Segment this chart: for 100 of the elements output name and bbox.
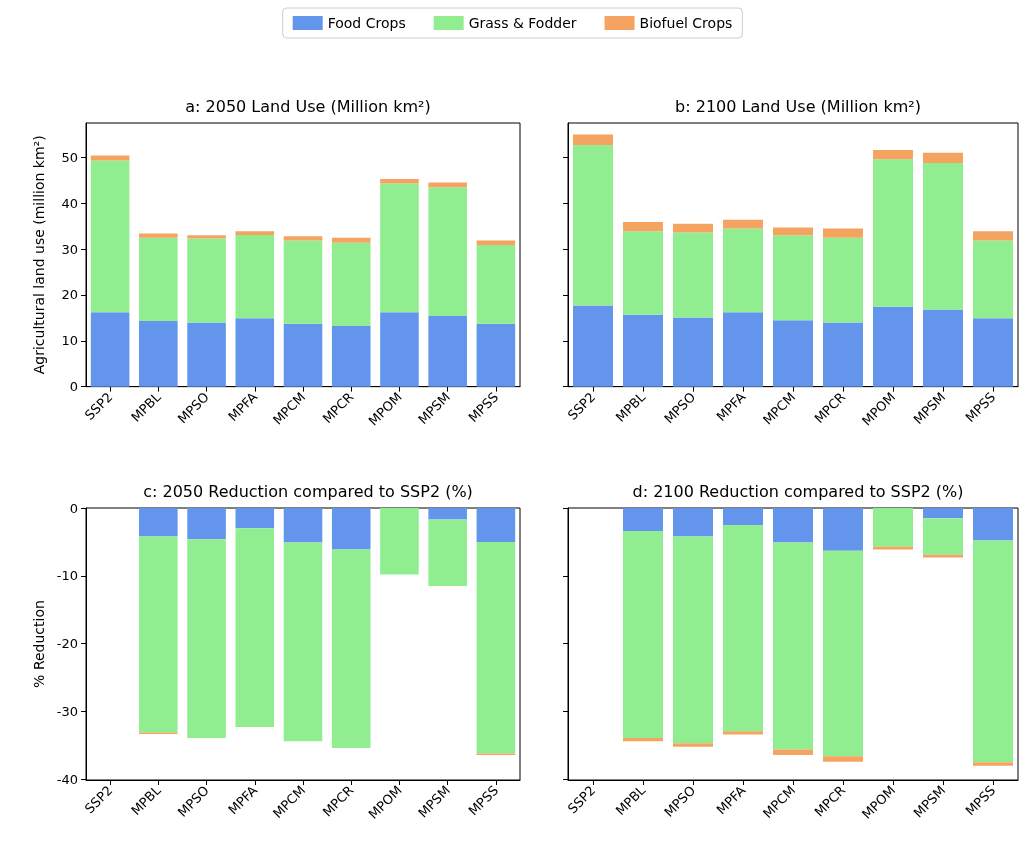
bar	[773, 235, 813, 321]
bar	[476, 541, 516, 754]
bar	[673, 743, 713, 747]
bar	[235, 318, 275, 387]
legend-label: Grass & Fodder	[468, 15, 577, 31]
bar	[187, 238, 226, 323]
bar	[673, 317, 713, 387]
bar	[139, 508, 178, 537]
bar	[773, 320, 813, 387]
bar	[90, 155, 130, 161]
y-tick-label: 0	[69, 500, 78, 516]
bar	[723, 219, 763, 229]
bar	[823, 508, 863, 551]
bar	[90, 160, 130, 313]
bar	[773, 508, 813, 543]
bar	[623, 231, 663, 315]
bar	[773, 749, 813, 755]
bar	[283, 542, 323, 742]
bar	[723, 731, 763, 735]
bar	[973, 540, 1013, 763]
y-tick-label: 40	[61, 195, 78, 211]
bar	[283, 508, 323, 543]
bar	[139, 237, 178, 322]
bar	[235, 528, 275, 728]
bar	[923, 309, 963, 387]
bar	[428, 508, 467, 520]
y-tick-label: -10	[56, 568, 78, 584]
bar	[331, 549, 371, 749]
y-tick-label: -20	[56, 636, 78, 652]
bar	[90, 312, 130, 387]
y-tick-label: 50	[61, 149, 78, 165]
legend-label: Food Crops	[327, 15, 406, 31]
bar	[380, 183, 419, 313]
bar	[428, 316, 467, 387]
bar	[973, 762, 1013, 766]
bar	[331, 242, 371, 327]
y-axis-title: % Reduction	[30, 600, 47, 688]
bar	[331, 508, 371, 550]
bar	[623, 531, 663, 738]
bar	[873, 306, 913, 387]
bar	[673, 223, 713, 233]
y-axis-title: Agricultural land use (million km²)	[31, 135, 47, 375]
bar	[723, 312, 763, 387]
bar	[573, 134, 613, 146]
bar	[973, 508, 1013, 541]
bar	[623, 314, 663, 387]
bar	[673, 536, 713, 744]
bar	[923, 554, 963, 558]
bar	[873, 150, 913, 160]
bar	[331, 326, 371, 387]
chart-title: b: 2100 Land Use (Million km²)	[675, 96, 921, 116]
bar	[235, 234, 275, 319]
bar	[823, 322, 863, 387]
bar	[187, 235, 226, 239]
y-tick-label: 20	[61, 287, 78, 303]
bar	[139, 536, 178, 733]
bar	[476, 508, 516, 542]
bar	[873, 159, 913, 307]
bar	[380, 312, 419, 387]
bar	[428, 519, 467, 587]
bar	[623, 222, 663, 232]
bar	[973, 318, 1013, 387]
bar	[187, 322, 226, 387]
bar	[823, 228, 863, 238]
y-tick-label: -30	[56, 703, 78, 719]
bar	[723, 508, 763, 525]
chart-title: c: 2050 Reduction compared to SSP2 (%)	[143, 481, 473, 501]
bar	[973, 231, 1013, 241]
bar	[573, 145, 613, 306]
bar	[923, 518, 963, 555]
bar	[235, 231, 275, 235]
bar	[673, 508, 713, 537]
bar	[773, 542, 813, 750]
bar	[873, 508, 913, 547]
bar	[673, 232, 713, 318]
chart-title: a: 2050 Land Use (Million km²)	[185, 96, 431, 116]
bar	[923, 152, 963, 163]
bar	[283, 323, 323, 387]
bar	[331, 237, 371, 243]
y-tick-label: -40	[56, 771, 78, 787]
bar	[923, 508, 963, 519]
legend-label: Biofuel Crops	[639, 15, 733, 31]
bar	[235, 508, 275, 529]
bar	[723, 228, 763, 313]
bar	[187, 539, 226, 738]
bar	[283, 236, 323, 241]
bar	[923, 162, 963, 310]
bar	[973, 240, 1013, 319]
chart-title: d: 2100 Reduction compared to SSP2 (%)	[632, 481, 964, 501]
bar	[380, 178, 419, 184]
bar	[623, 508, 663, 532]
bar	[428, 187, 467, 317]
bar	[476, 244, 516, 324]
bar	[476, 323, 516, 387]
y-tick-label: 30	[61, 241, 78, 257]
bar	[139, 233, 178, 238]
bar	[723, 524, 763, 732]
bar	[187, 508, 226, 540]
bar	[380, 508, 419, 575]
y-tick-label: 10	[61, 333, 78, 349]
